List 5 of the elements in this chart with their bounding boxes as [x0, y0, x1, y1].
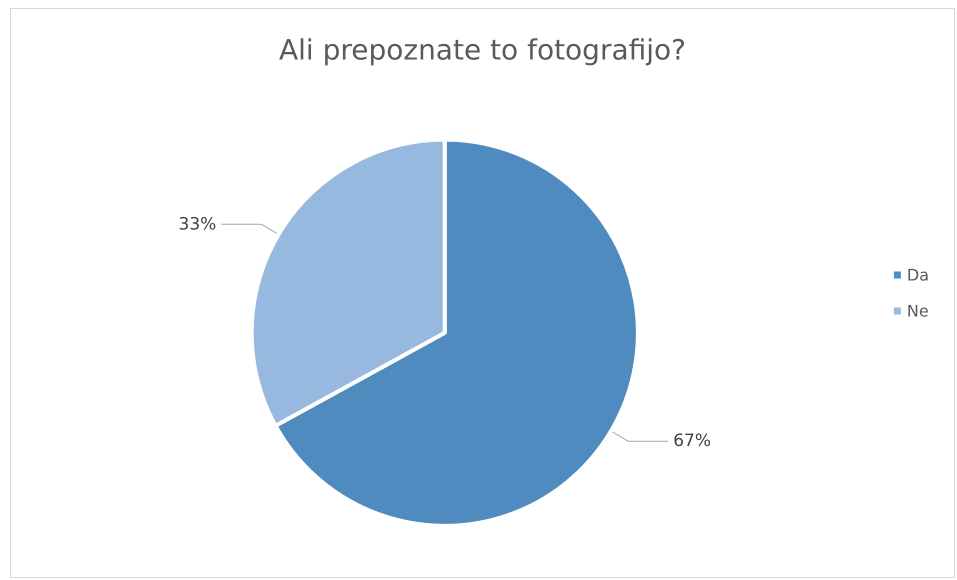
chart-title: Ali prepoznate to fotografijo? — [278, 34, 686, 66]
legend-label: Ne — [906, 302, 929, 320]
data-label: 33% — [178, 214, 216, 234]
legend-label: Da — [906, 266, 929, 284]
data-label: 67% — [673, 431, 712, 452]
